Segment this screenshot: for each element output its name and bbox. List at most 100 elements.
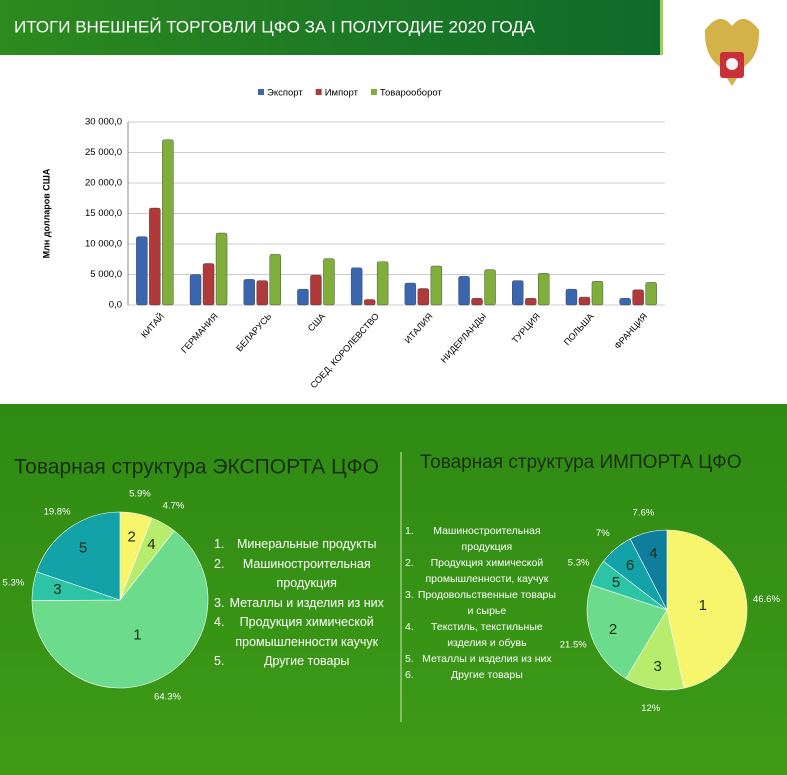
legend: Экспорт Импорт Товарооборот bbox=[258, 88, 442, 99]
legend-item: 3. Металлы и изделия из них bbox=[214, 594, 389, 614]
bar bbox=[350, 267, 363, 306]
y-tick-label: 20 000,0 bbox=[85, 178, 122, 189]
slice-label: 5 bbox=[79, 539, 87, 556]
legend-marker: 5. bbox=[214, 654, 225, 668]
pie-slice bbox=[31, 530, 209, 689]
legend-marker: 3. bbox=[405, 589, 414, 601]
bar bbox=[162, 139, 174, 306]
x-tick-label: США bbox=[306, 311, 327, 333]
bar bbox=[404, 282, 417, 306]
legend-marker: 2. bbox=[405, 557, 414, 569]
legend-swatch bbox=[370, 89, 377, 95]
pie-slice bbox=[625, 609, 685, 691]
legend-marker: 1. bbox=[214, 537, 225, 551]
y-tick-label: 30 000,0 bbox=[85, 117, 122, 128]
percent-label: 5.3% bbox=[568, 558, 590, 569]
percent-label: 4.7% bbox=[163, 501, 185, 512]
slice-label: 4 bbox=[147, 536, 155, 553]
legend-item: 1. Машиностроительная продукция bbox=[405, 523, 560, 555]
y-tick-label: 25 000,0 bbox=[85, 147, 122, 158]
legend-label: Экспорт bbox=[267, 88, 303, 99]
percent-label: 5.3% bbox=[3, 577, 25, 588]
percent-label: 19.8% bbox=[44, 507, 71, 518]
legend-label: Импорт bbox=[325, 88, 359, 99]
legend-marker: 4. bbox=[405, 621, 414, 633]
pie-slice bbox=[36, 511, 121, 601]
slice-label: 5 bbox=[612, 574, 620, 591]
x-tick-label: КИТАЙ bbox=[138, 311, 166, 340]
bar bbox=[471, 298, 483, 306]
legend-text: Продукция химической промышленности кауч… bbox=[235, 615, 379, 649]
bar bbox=[430, 265, 443, 306]
legend-swatch bbox=[315, 89, 322, 95]
pie-slice bbox=[666, 529, 748, 689]
y-axis-label: Млн долларов США bbox=[41, 168, 51, 258]
legend-item: 2. Продукция химической промышленности, к… bbox=[405, 555, 560, 587]
percent-label: 64.3% bbox=[154, 692, 181, 703]
slice-label: 1 bbox=[133, 627, 141, 644]
x-tick-label: БЕЛАРУСЬ bbox=[234, 311, 273, 353]
x-tick-label: ТУРЦИЯ bbox=[510, 311, 542, 345]
bar bbox=[243, 279, 255, 306]
pie-legend: 1. Машиностроительная продукция 2. Продукци… bbox=[405, 523, 560, 683]
y-tick-label: 0,0 bbox=[109, 300, 122, 311]
legend-text: Машиностроительная продукция bbox=[433, 525, 541, 553]
legend-text: Металлы и изделия из них bbox=[229, 595, 384, 610]
pie-slice bbox=[586, 584, 668, 680]
percent-label: 5.9% bbox=[129, 488, 151, 499]
bar bbox=[591, 281, 604, 306]
bar bbox=[269, 254, 281, 306]
legend-marker: 1. bbox=[405, 525, 414, 537]
slice-label: 2 bbox=[128, 529, 136, 546]
slice-label: 6 bbox=[626, 557, 634, 574]
bar bbox=[484, 269, 496, 306]
legend-item: 5. Другие товары bbox=[214, 652, 389, 672]
bar bbox=[565, 288, 578, 306]
legend-item: 4. Продукция химической промышленности ка… bbox=[214, 613, 389, 652]
y-tick-label: 10 000,0 bbox=[85, 239, 122, 250]
bar bbox=[189, 274, 202, 306]
x-tick-label: НИДЕРЛАНДЫ bbox=[439, 311, 489, 365]
x-tick-label: ФРАНЦИЯ bbox=[612, 311, 649, 351]
bar bbox=[458, 276, 470, 306]
pie-title: Товарная структура ИМПОРТА ЦФО bbox=[420, 452, 741, 473]
legend-text: Другие товары bbox=[451, 669, 523, 681]
bar bbox=[149, 207, 161, 306]
bar bbox=[525, 298, 537, 306]
header-title: ИТОГИ ВНЕШНЕЙ ТОРГОВЛИ ЦФО ЗА I ПОЛУГОДИ… bbox=[14, 17, 536, 36]
slice-label: 3 bbox=[53, 581, 61, 598]
bar bbox=[256, 280, 268, 306]
slice-label: 2 bbox=[609, 621, 617, 638]
legend-text: Продовольственные товары и сырье bbox=[417, 589, 556, 617]
legend-swatch bbox=[258, 89, 264, 95]
legend-marker: 5. bbox=[405, 653, 414, 665]
percent-label: 21.5% bbox=[560, 639, 587, 650]
bar bbox=[619, 298, 631, 306]
percent-label: 7% bbox=[596, 528, 610, 539]
legend-text: Минеральные продукты bbox=[236, 537, 377, 551]
legend-item: 6. Другие товары bbox=[405, 667, 560, 683]
legend-text: Машиностроительная продукция bbox=[242, 556, 371, 591]
legend-marker: 4. bbox=[214, 615, 225, 629]
pie-legend: 1. Минеральные продукты 2. Машиностроительн… bbox=[214, 535, 389, 672]
pie-title: Товарная структура ЭКСПОРТА ЦФО bbox=[14, 456, 379, 479]
percent-label: 46.6% bbox=[753, 594, 780, 605]
legend-text: Другие товары bbox=[264, 654, 350, 668]
bar bbox=[376, 261, 389, 306]
legend-label: Товарооборот bbox=[380, 88, 443, 99]
bar bbox=[136, 236, 148, 306]
bar bbox=[417, 288, 430, 306]
bar bbox=[512, 280, 524, 306]
bar bbox=[323, 258, 335, 306]
legend-item: 5. Металлы и изделия из них bbox=[405, 651, 560, 667]
x-tick-label: ПОЛЬША bbox=[562, 311, 596, 347]
legend-item: 4. Текстиль, текстильные изделия и обувь bbox=[405, 619, 560, 651]
x-tick-label: ИТАЛИЯ bbox=[403, 311, 435, 345]
header-divider bbox=[660, 0, 663, 55]
slice-label: 1 bbox=[699, 597, 707, 614]
bar bbox=[645, 282, 657, 306]
x-tick-label: ГЕРМАНИЯ bbox=[179, 311, 220, 355]
legend-marker: 2. bbox=[214, 556, 225, 571]
